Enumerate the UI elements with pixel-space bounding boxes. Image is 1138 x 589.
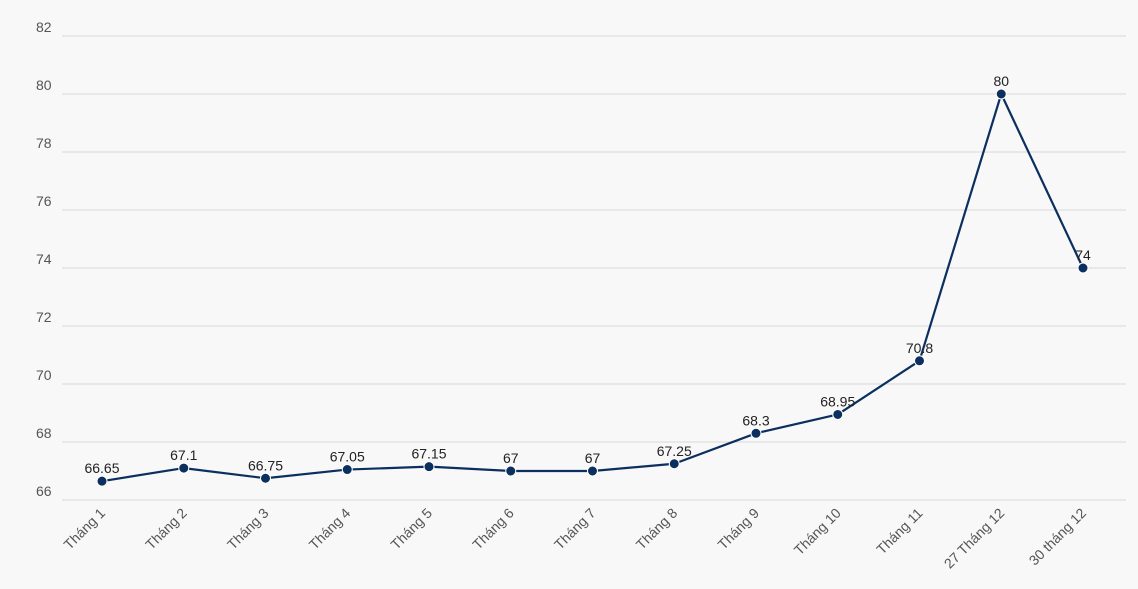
data-label: 67.25	[657, 443, 692, 459]
y-axis: 66 68 70 72 74 76 78 80 82	[36, 19, 52, 499]
x-tick-label: Tháng 5	[387, 505, 435, 553]
x-tick-label: Tháng 4	[306, 505, 354, 553]
data-point	[96, 475, 108, 487]
data-label: 67.1	[170, 447, 197, 463]
data-point	[914, 355, 925, 367]
y-tick-label: 78	[36, 135, 52, 151]
y-tick-label: 74	[36, 251, 52, 267]
data-label: 67	[585, 450, 601, 466]
y-tick-label: 76	[36, 193, 52, 209]
x-tick-label: 30 tháng 12	[1026, 505, 1090, 569]
y-tick-label: 80	[36, 77, 52, 93]
data-label: 66.75	[248, 457, 283, 473]
data-points-layer	[96, 88, 1089, 487]
data-label: 70.8	[906, 340, 933, 356]
y-tick-label: 70	[36, 367, 52, 383]
y-tick-label: 82	[36, 19, 52, 35]
x-tick-label: Tháng 7	[551, 505, 599, 553]
x-tick-label: 27 Tháng 12	[941, 505, 1008, 572]
data-label: 80	[993, 73, 1009, 89]
data-label: 68.3	[742, 412, 769, 428]
x-tick-label: Tháng 10	[791, 505, 844, 558]
x-tick-label: Tháng 2	[142, 505, 190, 553]
x-axis: Tháng 1 Tháng 2 Tháng 3 Tháng 4 Tháng 5 Tháng…	[60, 505, 1089, 572]
data-point	[995, 88, 1007, 100]
grid-layer	[62, 35, 1126, 501]
x-tick-label: Tháng 9	[714, 505, 762, 553]
data-point	[178, 462, 190, 474]
y-tick-label: 66	[36, 483, 52, 499]
data-labels-layer: 66.65 67.1 66.75 67.05 67.15 67 67 67.25 68.3 68.…	[84, 73, 1091, 476]
x-tick-label: Tháng 11	[873, 505, 926, 558]
data-point	[505, 465, 517, 477]
y-tick-label: 68	[36, 425, 52, 441]
x-tick-label: Tháng 6	[469, 505, 517, 553]
data-point	[668, 458, 680, 470]
x-tick-label: Tháng 1	[60, 505, 108, 553]
data-point	[423, 461, 435, 473]
data-point	[832, 408, 844, 420]
data-point	[1077, 262, 1089, 274]
data-label: 67	[503, 450, 519, 466]
x-tick-label: Tháng 3	[224, 505, 272, 553]
data-point	[260, 472, 271, 484]
data-label: 68.95	[820, 393, 855, 409]
data-label: 74	[1075, 247, 1091, 263]
data-point	[587, 465, 598, 477]
data-label: 67.15	[411, 446, 446, 462]
data-point	[341, 464, 353, 476]
data-point	[750, 427, 762, 439]
y-tick-label: 72	[36, 309, 52, 325]
data-label: 66.65	[84, 460, 119, 476]
x-tick-label: Tháng 8	[633, 505, 681, 553]
data-label: 67.05	[330, 449, 365, 465]
